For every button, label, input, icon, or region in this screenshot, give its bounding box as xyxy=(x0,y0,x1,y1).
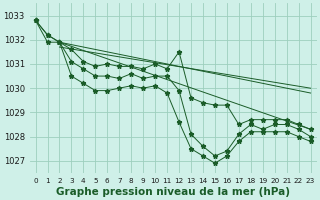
X-axis label: Graphe pression niveau de la mer (hPa): Graphe pression niveau de la mer (hPa) xyxy=(56,187,290,197)
